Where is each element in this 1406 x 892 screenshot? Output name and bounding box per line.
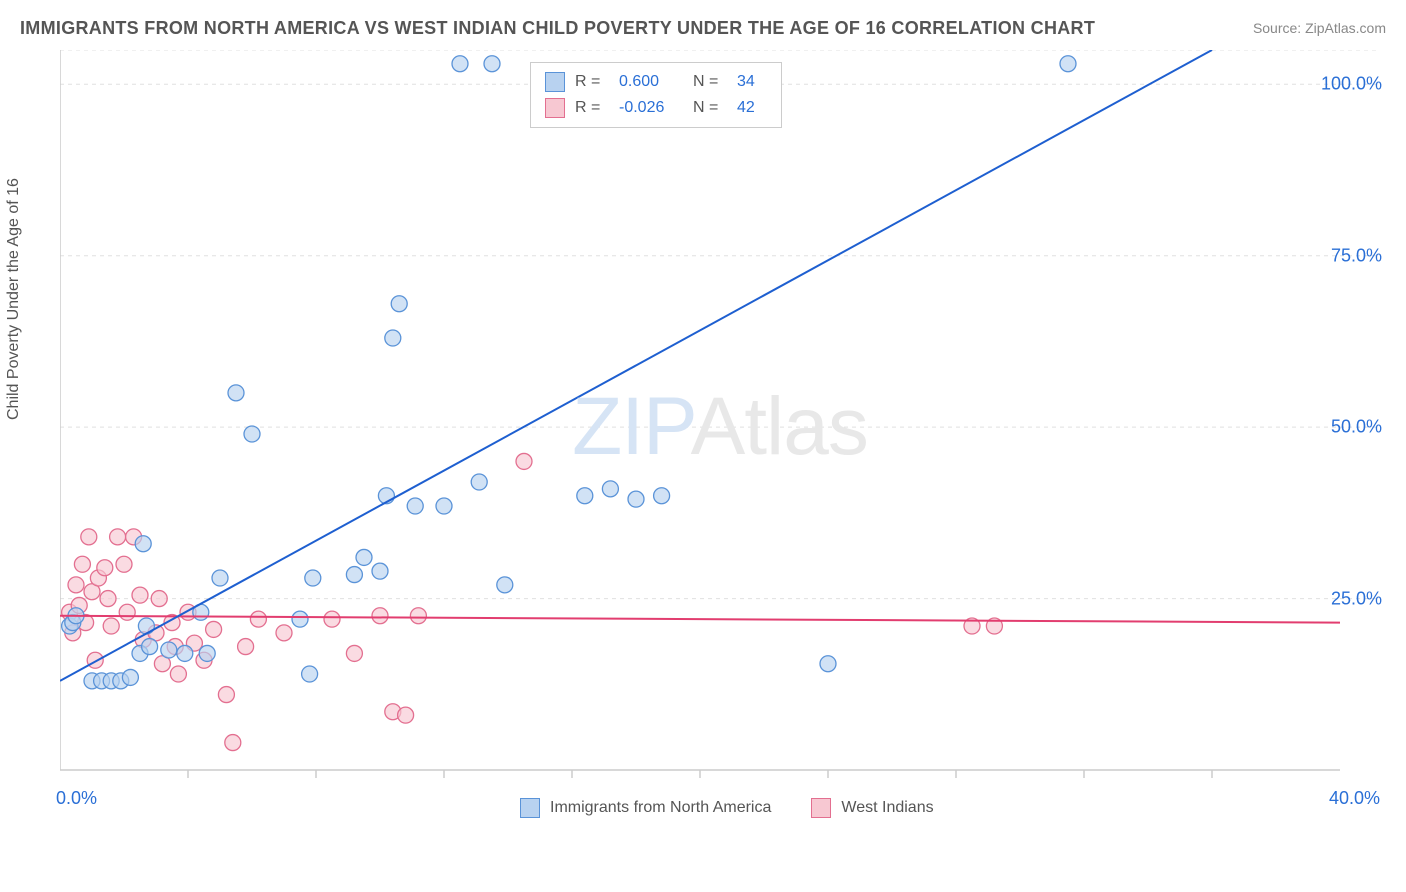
point-series-b [410, 608, 426, 624]
legend-label: Immigrants from North America [550, 799, 771, 817]
source-credit: Source: ZipAtlas.com [1253, 20, 1386, 36]
point-series-a [654, 488, 670, 504]
point-series-a [135, 536, 151, 552]
point-series-a [177, 645, 193, 661]
n-value: 34 [737, 73, 767, 91]
r-value: 0.600 [619, 73, 683, 91]
point-series-a [577, 488, 593, 504]
r-label: R = [575, 99, 609, 117]
point-series-a [820, 656, 836, 672]
point-series-a [497, 577, 513, 593]
point-series-b [103, 618, 119, 634]
point-series-b [170, 666, 186, 682]
point-series-b [372, 608, 388, 624]
r-value: -0.026 [619, 99, 683, 117]
point-series-b [238, 639, 254, 655]
point-series-a [244, 426, 260, 442]
point-series-a [628, 491, 644, 507]
point-series-a [302, 666, 318, 682]
point-series-a [122, 669, 138, 685]
x-tick-label: 0.0% [56, 788, 97, 809]
point-series-a [471, 474, 487, 490]
point-series-b [87, 652, 103, 668]
swatch-series-a [520, 798, 540, 818]
point-series-b [110, 529, 126, 545]
point-series-b [276, 625, 292, 641]
y-tick-label: 25.0% [1331, 588, 1382, 609]
point-series-a [391, 296, 407, 312]
point-series-a [161, 642, 177, 658]
chart-area: ZIPAtlas R = 0.600 N = 34 R = -0.026 N =… [60, 50, 1380, 820]
point-series-a [228, 385, 244, 401]
point-series-a [372, 563, 388, 579]
point-series-a [484, 56, 500, 72]
n-label: N = [693, 99, 727, 117]
point-series-b [225, 735, 241, 751]
legend-series: Immigrants from North America West India… [520, 798, 934, 818]
point-series-b [119, 604, 135, 620]
legend-row-a: R = 0.600 N = 34 [545, 69, 767, 95]
point-series-a [1060, 56, 1076, 72]
point-series-a [305, 570, 321, 586]
point-series-a [356, 549, 372, 565]
y-tick-label: 100.0% [1321, 74, 1382, 95]
point-series-b [132, 587, 148, 603]
point-series-b [324, 611, 340, 627]
point-series-b [218, 687, 234, 703]
y-axis-label: Child Poverty Under the Age of 16 [5, 178, 23, 420]
swatch-series-b [811, 798, 831, 818]
point-series-a [142, 639, 158, 655]
point-series-b [74, 556, 90, 572]
point-series-a [407, 498, 423, 514]
legend-label: West Indians [841, 799, 933, 817]
y-tick-label: 75.0% [1331, 245, 1382, 266]
swatch-series-a [545, 72, 565, 92]
point-series-b [81, 529, 97, 545]
point-series-a [452, 56, 468, 72]
legend-row-b: R = -0.026 N = 42 [545, 95, 767, 121]
point-series-a [212, 570, 228, 586]
n-label: N = [693, 73, 727, 91]
point-series-b [346, 645, 362, 661]
point-series-a [436, 498, 452, 514]
point-series-a [346, 567, 362, 583]
point-series-a [292, 611, 308, 627]
x-tick-label: 40.0% [1329, 788, 1380, 809]
point-series-b [151, 591, 167, 607]
legend-item-b: West Indians [811, 798, 933, 818]
point-series-a [602, 481, 618, 497]
y-tick-label: 50.0% [1331, 417, 1382, 438]
legend-item-a: Immigrants from North America [520, 798, 771, 818]
point-series-b [206, 621, 222, 637]
n-value: 42 [737, 99, 767, 117]
point-series-b [116, 556, 132, 572]
chart-svg [60, 50, 1380, 820]
r-label: R = [575, 73, 609, 91]
legend-correlation: R = 0.600 N = 34 R = -0.026 N = 42 [530, 62, 782, 128]
swatch-series-b [545, 98, 565, 118]
point-series-b [250, 611, 266, 627]
point-series-b [68, 577, 84, 593]
point-series-b [97, 560, 113, 576]
point-series-b [398, 707, 414, 723]
point-series-a [385, 330, 401, 346]
point-series-b [516, 453, 532, 469]
chart-title: IMMIGRANTS FROM NORTH AMERICA VS WEST IN… [20, 18, 1095, 39]
point-series-a [199, 645, 215, 661]
point-series-b [100, 591, 116, 607]
